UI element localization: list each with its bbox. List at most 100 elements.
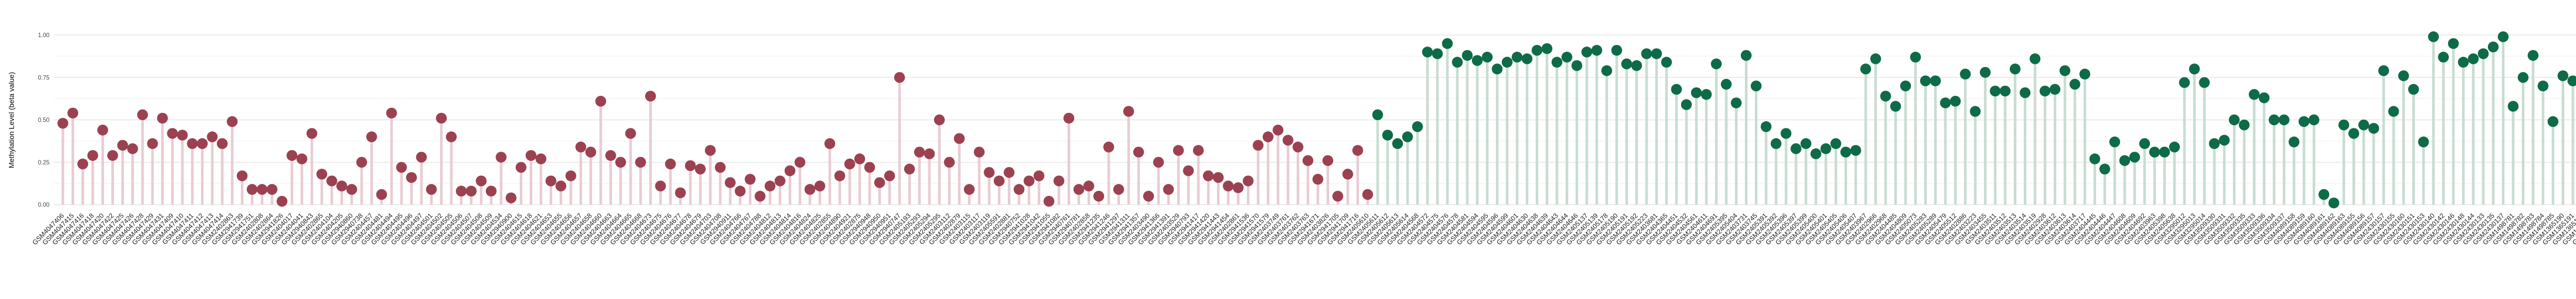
data-point: [2159, 146, 2170, 158]
data-point: [1322, 155, 1333, 166]
data-point: [1770, 138, 1782, 150]
data-point: [296, 153, 308, 164]
data-point: [2338, 119, 2349, 130]
data-point: [1103, 141, 1114, 153]
data-point: [505, 192, 517, 204]
data-point: [874, 177, 885, 188]
data-point: [1521, 53, 1533, 64]
data-point: [924, 148, 935, 159]
data-point: [227, 116, 238, 127]
data-point: [555, 180, 567, 192]
data-point: [804, 184, 816, 195]
data-point: [1990, 86, 2001, 97]
data-point: [904, 163, 915, 175]
data-point: [834, 170, 845, 181]
y-tick-label: 1.00: [38, 32, 49, 39]
data-point: [1760, 121, 1772, 132]
y-tick-label: 0.50: [38, 118, 49, 124]
data-point: [2328, 197, 2340, 209]
data-point: [2029, 53, 2041, 64]
data-point: [1243, 175, 1254, 187]
y-tick-label: 0.25: [38, 160, 49, 166]
data-point: [1332, 191, 1344, 202]
data-point: [1382, 129, 1393, 141]
data-point: [416, 152, 427, 163]
data-point: [1681, 99, 1692, 110]
data-point: [744, 174, 756, 185]
data-point: [2517, 72, 2529, 83]
data-point: [2378, 65, 2389, 76]
data-point: [1870, 53, 1882, 64]
data-point: [406, 172, 417, 183]
data-point: [386, 107, 397, 119]
data-point: [1093, 191, 1105, 202]
gridlines-layer: [54, 35, 2576, 205]
data-point: [436, 112, 447, 124]
data-point: [1342, 169, 1353, 180]
data-point: [974, 146, 985, 158]
data-point: [1571, 60, 1583, 71]
data-point: [306, 128, 317, 139]
data-point: [1471, 55, 1483, 66]
data-point: [1422, 46, 1433, 58]
data-point: [784, 165, 795, 176]
data-point: [2179, 77, 2190, 88]
data-point: [1262, 131, 1274, 142]
data-point: [1153, 157, 1164, 168]
data-point: [1143, 191, 1154, 202]
data-point: [1442, 38, 1453, 49]
data-point: [366, 131, 377, 142]
data-point: [685, 160, 696, 171]
data-point: [2069, 78, 2080, 90]
data-point: [1950, 95, 1961, 107]
data-point: [635, 157, 646, 168]
data-point: [1482, 52, 1493, 63]
data-point: [2468, 53, 2479, 64]
data-point: [1581, 46, 1592, 58]
data-point: [2298, 116, 2310, 127]
data-point: [2129, 152, 2140, 163]
data-point: [1840, 146, 1852, 158]
data-point: [266, 184, 278, 195]
data-point: [1362, 189, 1374, 200]
data-point: [565, 170, 577, 181]
data-point: [376, 189, 387, 200]
data-point: [1183, 165, 1194, 176]
data-point: [396, 162, 407, 173]
data-point: [705, 145, 716, 156]
data-point: [1492, 63, 1503, 75]
data-point: [2418, 136, 2429, 147]
data-point: [1372, 109, 1383, 121]
data-point: [526, 150, 537, 161]
data-point: [1252, 140, 1264, 151]
data-point: [2059, 65, 2071, 76]
data-point: [236, 170, 248, 181]
data-point: [1890, 101, 1901, 112]
data-point: [1551, 57, 1563, 68]
data-point: [515, 162, 527, 173]
data-point: [1312, 174, 1324, 185]
data-point: [2079, 69, 2091, 80]
data-point: [1232, 182, 1244, 193]
data-point: [1850, 145, 1861, 156]
data-point: [1004, 167, 1015, 178]
data-point: [1302, 155, 1314, 166]
data-point: [1292, 141, 1303, 153]
data-point: [993, 175, 1005, 187]
y-axis-ticks: 0.00 0.25 0.50 0.75 1.00: [38, 32, 49, 208]
data-point: [2557, 70, 2569, 81]
data-point: [585, 146, 597, 158]
data-point: [246, 184, 258, 195]
y-axis-title: Methylation Level (beta value): [7, 72, 15, 169]
data-point: [2099, 163, 2110, 175]
data-point: [615, 157, 626, 168]
data-point: [1970, 106, 1981, 117]
data-point: [814, 180, 825, 192]
data-point: [1740, 49, 1752, 61]
data-point: [257, 184, 268, 195]
data-point: [665, 158, 676, 170]
data-point: [735, 186, 746, 197]
data-point: [824, 138, 836, 150]
data-point: [1671, 84, 1682, 95]
